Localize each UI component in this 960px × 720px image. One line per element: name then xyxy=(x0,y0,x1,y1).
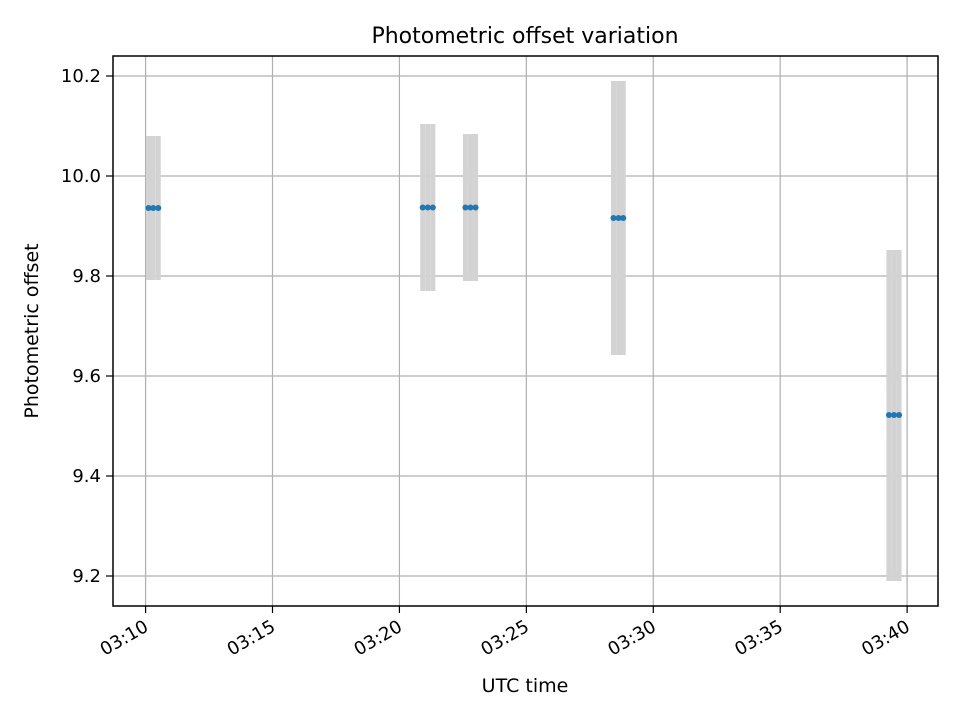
y-axis-ticks: 9.2 9.4 9.6 9.8 10.0 10.2 xyxy=(61,66,113,587)
x-tick-label: 03:40 xyxy=(858,616,913,660)
data-point xyxy=(472,204,479,211)
x-axis-ticks: 03:10 03:15 03:20 03:25 03:30 03:35 03:40 xyxy=(97,606,914,660)
data-point xyxy=(615,215,622,221)
y-axis-label: Photometric offset xyxy=(21,243,43,418)
y-tick-label: 9.4 xyxy=(72,466,101,487)
x-axis-label: UTC time xyxy=(482,675,569,697)
data-point xyxy=(155,205,162,211)
x-tick-label: 03:20 xyxy=(350,616,405,660)
y-tick-label: 9.2 xyxy=(72,566,101,587)
data-point xyxy=(885,412,892,418)
x-tick-label: 03:25 xyxy=(477,616,532,660)
data-point xyxy=(150,205,157,211)
y-tick-label: 9.6 xyxy=(72,366,101,387)
data-point xyxy=(896,412,903,418)
data-point xyxy=(424,204,431,211)
error-bars xyxy=(146,81,902,581)
chart-title: Photometric offset variation xyxy=(371,24,678,49)
grid xyxy=(113,56,938,606)
data-point xyxy=(462,204,469,211)
x-tick-label: 03:30 xyxy=(604,616,659,660)
data-point xyxy=(419,204,426,211)
x-tick-label: 03:35 xyxy=(731,616,786,660)
y-tick-label: 10.0 xyxy=(61,166,101,187)
x-tick-label: 03:10 xyxy=(97,616,152,660)
y-tick-label: 10.2 xyxy=(61,66,101,87)
data-points xyxy=(145,204,903,418)
data-point xyxy=(610,215,617,221)
data-point xyxy=(467,204,474,211)
y-tick-label: 9.8 xyxy=(72,266,101,287)
data-point xyxy=(429,204,436,211)
data-point xyxy=(145,205,152,211)
x-tick-label: 03:15 xyxy=(224,616,279,660)
plot-frame xyxy=(112,55,939,607)
data-point xyxy=(620,215,627,221)
data-point xyxy=(891,412,897,418)
